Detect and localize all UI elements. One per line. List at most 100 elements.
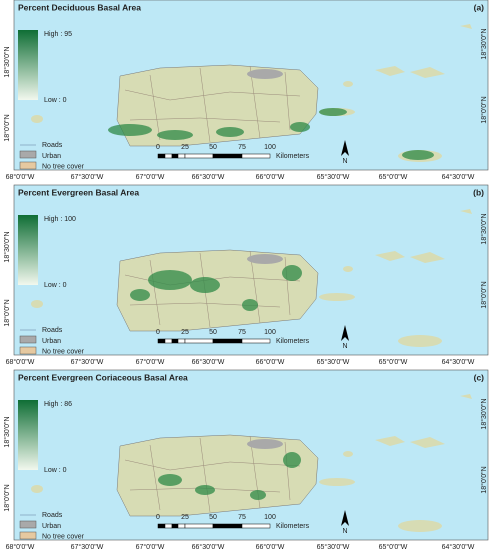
scale-segment (177, 338, 186, 344)
forest-patch (148, 270, 192, 290)
lat-label: 18°0'0"N (480, 281, 488, 308)
lon-label: 65°30'0"W (317, 543, 350, 550)
color-ramp (18, 400, 38, 470)
map-panel: Percent Evergreen Basal Area (b) High : 10… (3, 184, 489, 366)
lon-label: 68°0'0"W (6, 173, 35, 181)
forest-patch (158, 474, 182, 486)
north-arrow (341, 510, 349, 526)
scale-segment (164, 153, 173, 159)
scale-unit: Kilometers (276, 338, 310, 345)
lon-label: 66°30'0"W (192, 173, 225, 181)
lat-label: 18°30'0"N (480, 398, 488, 429)
forest-patch (402, 150, 434, 160)
scale-label: 25 (181, 329, 189, 336)
scale-segment (177, 153, 186, 159)
lon-label: 66°30'0"W (192, 358, 225, 366)
lon-label: 67°0'0"W (136, 358, 165, 366)
scale-segment (184, 153, 214, 159)
forest-patch (216, 127, 244, 137)
lat-label: 18°30'0"N (3, 416, 11, 447)
virgin-islands (375, 24, 472, 78)
panel-title: Percent Deciduous Basal Area (18, 2, 141, 12)
island (343, 451, 353, 457)
legend-label: No tree cover (42, 163, 85, 170)
scale-label: 50 (209, 329, 217, 336)
lon-label: 67°0'0"W (136, 173, 165, 181)
lon-label: 65°30'0"W (317, 358, 350, 366)
main-island (116, 434, 319, 517)
scale-segment (157, 338, 166, 344)
scale-segment (164, 523, 173, 529)
lon-label: 66°0'0"W (256, 173, 285, 181)
legend-high: High : 100 (44, 216, 76, 223)
lon-label: 65°0'0"W (379, 358, 408, 366)
lon-label: 68°0'0"W (6, 543, 35, 550)
panel-letter: (b) (473, 187, 484, 197)
legend-swatch (19, 150, 37, 159)
scale-segment (241, 153, 271, 159)
forest-patch (319, 108, 347, 116)
scale-segment (171, 338, 179, 344)
scale-label: 75 (238, 144, 246, 151)
lon-label: 67°0'0"W (136, 543, 165, 550)
scale-segment (171, 153, 179, 159)
lon-label: 68°0'0"W (6, 358, 35, 366)
legend-label: No tree cover (42, 533, 85, 540)
north-label: N (342, 158, 347, 165)
scale-label: 0 (156, 329, 160, 336)
map-panel: Percent Evergreen Coriaceous Basal Area (… (3, 369, 489, 550)
scale-segment (212, 153, 243, 159)
lon-label: 64°30'0"W (442, 543, 475, 550)
scale-label: 100 (264, 514, 276, 521)
scale-label: 50 (209, 144, 217, 151)
lat-label: 18°0'0"N (480, 96, 488, 123)
scale-label: 0 (156, 144, 160, 151)
legend-label: Urban (42, 338, 61, 345)
island (31, 485, 43, 493)
forest-patch (242, 299, 258, 311)
scale-label: 25 (181, 514, 189, 521)
legend-label: Roads (42, 142, 63, 149)
lat-label: 18°0'0"N (3, 484, 11, 511)
virgin-islands (375, 394, 472, 448)
scale-segment (177, 523, 186, 529)
lat-label: 18°0'0"N (480, 466, 488, 493)
island (31, 300, 43, 308)
scale-segment (241, 338, 271, 344)
scale-segment (157, 153, 166, 159)
scale-label: 50 (209, 514, 217, 521)
island (343, 81, 353, 87)
scale-unit: Kilometers (276, 523, 310, 530)
urban (247, 254, 283, 264)
lat-label: 18°0'0"N (3, 299, 11, 326)
lon-label: 65°0'0"W (379, 543, 408, 550)
island (398, 520, 442, 532)
roads (124, 435, 301, 513)
forest-patch (290, 122, 310, 132)
island (398, 335, 442, 347)
scale-unit: Kilometers (276, 153, 310, 160)
legend-swatch (19, 531, 37, 540)
lon-label: 65°30'0"W (317, 173, 350, 181)
scale-segment (184, 523, 214, 529)
urban (247, 439, 283, 449)
scale-label: 75 (238, 329, 246, 336)
forest-patch (195, 485, 215, 495)
scale-segment (241, 523, 271, 529)
lon-label: 67°30'0"W (71, 543, 104, 550)
legend-swatch (19, 335, 37, 344)
lon-label: 64°30'0"W (442, 358, 475, 366)
forest-patch (190, 277, 220, 293)
scale-label: 0 (156, 514, 160, 521)
legend-high: High : 86 (44, 401, 72, 408)
lon-label: 67°30'0"W (71, 358, 104, 366)
lon-label: 66°0'0"W (256, 358, 285, 366)
island (343, 266, 353, 272)
legend-label: No tree cover (42, 348, 85, 355)
north-label: N (342, 343, 347, 350)
scale-label: 100 (264, 144, 276, 151)
roads (124, 65, 301, 143)
north-arrow (341, 140, 349, 156)
lon-label: 66°0'0"W (256, 543, 285, 550)
